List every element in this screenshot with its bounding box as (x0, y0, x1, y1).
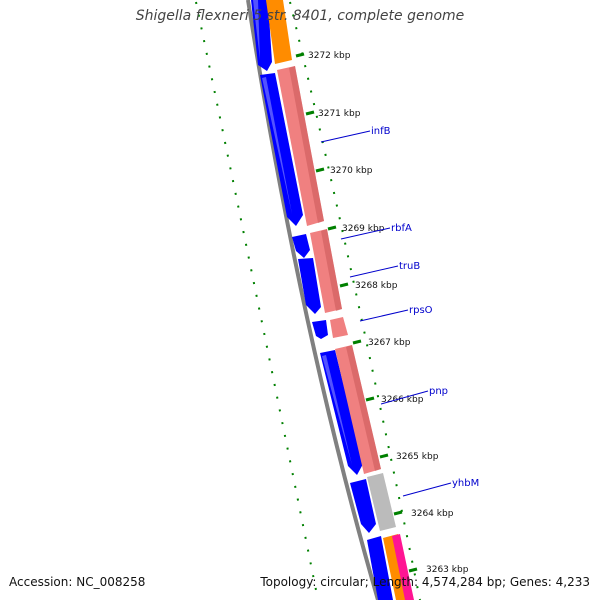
accession-value: NC_008258 (76, 575, 146, 589)
kbp-tick (352, 339, 362, 345)
kbp-label: 3269 kbp (342, 224, 385, 234)
kbp-tick (408, 567, 418, 573)
kbp-tick (393, 510, 403, 516)
cds-arrow (367, 536, 393, 600)
cds-arrow (292, 234, 310, 258)
kbp-label: 3264 kbp (411, 509, 454, 519)
genes-label: Genes: (509, 575, 552, 589)
gene-label[interactable]: yhbM (452, 478, 479, 489)
rrna-feature (330, 317, 348, 338)
cds-highlight (253, 0, 260, 60)
kbp-tick (365, 396, 375, 402)
scale-ticks (295, 52, 418, 573)
kbp-label: 3271 kbp (318, 109, 361, 119)
cds-arrow (312, 320, 328, 339)
kbp-tick (327, 225, 337, 231)
genes-value: 4,233 (555, 575, 590, 589)
length-value: 4,574,284 bp (421, 575, 502, 589)
gene-label[interactable]: truB (399, 261, 420, 272)
gene-leader-line (402, 482, 452, 497)
kbp-label: 3270 kbp (330, 166, 373, 176)
cds-arrow (298, 258, 321, 314)
gene-leader-lines (320, 130, 452, 497)
kbp-tick (379, 453, 389, 459)
pink-feature (392, 534, 414, 600)
kbp-tick (305, 110, 315, 116)
kbp-tick (315, 167, 325, 173)
kbp-label: 3272 kbp (308, 51, 351, 61)
topology-label: Topology: (260, 575, 317, 589)
kbp-label: 3263 kbp (426, 565, 469, 575)
cds-highlight (322, 355, 352, 465)
gene-label[interactable]: pnp (429, 386, 448, 397)
kbp-tick (295, 52, 305, 58)
topology-value: circular (320, 575, 365, 589)
genome-backbone (246, 0, 380, 600)
kbp-label: 3266 kbp (381, 395, 424, 405)
length-label: Length: (372, 575, 419, 589)
gene-leader-line (359, 309, 409, 322)
cds-arrow (350, 479, 376, 533)
gene-leader-line (349, 265, 399, 278)
rrna-feature-shade (346, 345, 381, 471)
rrna-feature-shade (289, 66, 324, 223)
gene-leader-line (340, 227, 391, 240)
gene-label[interactable]: rbfA (391, 223, 412, 234)
rrna-feature-shade (321, 229, 342, 311)
genome-stats: Topology: circular; Length: 4,574,284 bp… (260, 575, 590, 589)
orange-feature (266, 0, 292, 64)
gene-label[interactable]: rpsO (409, 305, 433, 316)
gene-leader-line (380, 390, 429, 405)
accession-info: Accession: NC_008258 (9, 575, 145, 589)
accession-label: Accession: (9, 575, 73, 589)
gene-leader-line (320, 130, 371, 143)
map-title: Shigella flexneri 5 str. 8401, complete … (135, 8, 465, 24)
kbp-tick (339, 282, 349, 288)
gene-label[interactable]: infB (371, 126, 391, 137)
kbp-label: 3265 kbp (396, 452, 439, 462)
cds-highlight (262, 77, 292, 214)
kbp-label: 3268 kbp (355, 281, 398, 291)
kbp-label: 3267 kbp (368, 338, 411, 348)
gray-feature (367, 473, 396, 531)
